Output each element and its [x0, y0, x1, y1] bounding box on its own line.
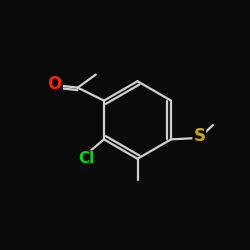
Text: O: O — [47, 76, 61, 94]
Text: S: S — [193, 127, 205, 145]
Text: Cl: Cl — [78, 151, 94, 166]
